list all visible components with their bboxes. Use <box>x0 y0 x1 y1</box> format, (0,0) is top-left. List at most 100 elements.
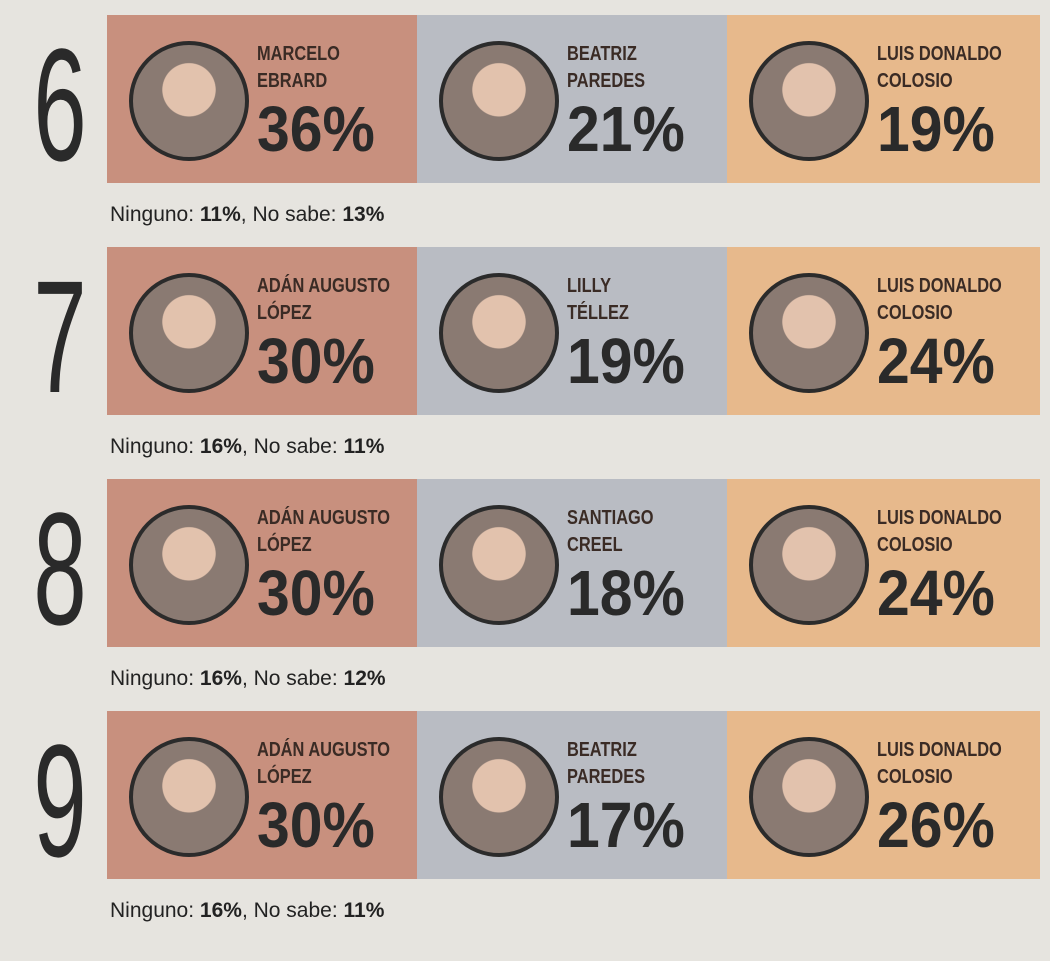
candidate-panel: LILLY TÉLLEZ 19% <box>417 247 727 415</box>
scenario-number: 8 <box>33 479 87 658</box>
name-line: SANTIAGO <box>567 507 654 529</box>
scenario: 8 ADÁN AUGUSTO LÓPEZ 30% SANTIAGO CREEL 18% LUI… <box>15 479 1040 711</box>
candidate-percent: 24% <box>877 325 995 397</box>
name-line: LUIS DONALDO <box>877 275 1002 297</box>
ninguno-label: Ninguno: <box>110 435 195 458</box>
name-line: LÓPEZ <box>257 766 312 788</box>
candidate-panel: ADÁN AUGUSTO LÓPEZ 30% <box>107 479 417 647</box>
nosabe-value: 11% <box>343 899 385 922</box>
ninguno-label: Ninguno: <box>110 203 195 226</box>
footnote: Ninguno: 16%, No sabe: 12% <box>110 667 386 691</box>
candidate-photo <box>749 737 869 857</box>
scenario-number: 6 <box>33 15 87 194</box>
name-line: COLOSIO <box>877 302 953 324</box>
footnote: Ninguno: 11%, No sabe: 13% <box>110 203 384 227</box>
candidate-panel: SANTIAGO CREEL 18% <box>417 479 727 647</box>
candidate-photo <box>439 273 559 393</box>
candidate-name: LILLY TÉLLEZ <box>567 273 629 327</box>
candidate-percent: 17% <box>567 789 685 861</box>
name-line: EBRARD <box>257 70 328 92</box>
candidate-name: ADÁN AUGUSTO LÓPEZ <box>257 737 390 791</box>
name-line: ADÁN AUGUSTO <box>257 739 391 761</box>
ninguno-value: 16% <box>199 899 242 922</box>
nosabe-value: 13% <box>342 203 385 226</box>
footnote: Ninguno: 16%, No sabe: 11% <box>110 435 384 459</box>
candidate-panel: LUIS DONALDO COLOSIO 24% <box>727 247 1040 415</box>
name-line: PAREDES <box>567 766 646 788</box>
nosabe-value: 12% <box>343 667 386 690</box>
ninguno-value: 16% <box>199 667 242 690</box>
candidate-name: BEATRIZ PAREDES <box>567 41 645 95</box>
candidate-name: ADÁN AUGUSTO LÓPEZ <box>257 273 390 327</box>
name-line: BEATRIZ <box>567 43 637 65</box>
candidate-percent: 30% <box>257 325 375 397</box>
ninguno-label: Ninguno: <box>110 667 195 690</box>
ninguno-value: 11% <box>199 203 241 226</box>
candidate-photo <box>439 505 559 625</box>
name-line: LÓPEZ <box>257 302 312 324</box>
candidate-name: LUIS DONALDO COLOSIO <box>877 505 1002 559</box>
candidate-percent: 18% <box>567 557 685 629</box>
name-line: ADÁN AUGUSTO <box>257 275 391 297</box>
candidate-photo <box>129 41 249 161</box>
ninguno-value: 16% <box>199 435 242 458</box>
candidate-panel: ADÁN AUGUSTO LÓPEZ 30% <box>107 711 417 879</box>
candidate-name: LUIS DONALDO COLOSIO <box>877 737 1002 791</box>
candidate-percent: 26% <box>877 789 995 861</box>
candidate-panel: MARCELO EBRARD 36% <box>107 15 417 183</box>
name-line: ADÁN AUGUSTO <box>257 507 391 529</box>
candidate-photo <box>129 505 249 625</box>
name-line: CREEL <box>567 534 623 556</box>
scenario-number: 9 <box>33 711 87 890</box>
candidate-percent: 30% <box>257 789 375 861</box>
nosabe-value: 11% <box>343 435 385 458</box>
candidate-name: LUIS DONALDO COLOSIO <box>877 273 1002 327</box>
scenario: 6 MARCELO EBRARD 36% BEATRIZ PAREDES 21% LUIS D… <box>15 15 1040 247</box>
candidate-photo <box>129 273 249 393</box>
nosabe-label: , No sabe: <box>241 899 338 922</box>
name-line: BEATRIZ <box>567 739 637 761</box>
candidate-name: MARCELO EBRARD <box>257 41 340 95</box>
candidate-panel: LUIS DONALDO COLOSIO 26% <box>727 711 1040 879</box>
name-line: COLOSIO <box>877 534 953 556</box>
name-line: LUIS DONALDO <box>877 507 1002 529</box>
nosabe-label: , No sabe: <box>241 435 338 458</box>
candidate-photo <box>129 737 249 857</box>
name-line: PAREDES <box>567 70 646 92</box>
candidate-panel: LUIS DONALDO COLOSIO 19% <box>727 15 1040 183</box>
name-line: LUIS DONALDO <box>877 739 1002 761</box>
name-line: COLOSIO <box>877 70 953 92</box>
candidate-percent: 19% <box>567 325 685 397</box>
candidate-photo <box>439 737 559 857</box>
candidate-photo <box>749 505 869 625</box>
candidate-photo <box>749 273 869 393</box>
scenario: 7 ADÁN AUGUSTO LÓPEZ 30% LILLY TÉLLEZ 19% LUIS … <box>15 247 1040 479</box>
candidate-name: SANTIAGO CREEL <box>567 505 654 559</box>
candidate-photo <box>749 41 869 161</box>
candidate-name: LUIS DONALDO COLOSIO <box>877 41 1002 95</box>
name-line: MARCELO <box>257 43 340 65</box>
scenario-number: 7 <box>33 247 87 426</box>
candidate-photo <box>439 41 559 161</box>
name-line: LUIS DONALDO <box>877 43 1002 65</box>
scenario: 9 ADÁN AUGUSTO LÓPEZ 30% BEATRIZ PAREDES 17% LU… <box>15 711 1040 943</box>
nosabe-label: , No sabe: <box>241 667 338 690</box>
name-line: COLOSIO <box>877 766 953 788</box>
candidate-panel: BEATRIZ PAREDES 17% <box>417 711 727 879</box>
footnote: Ninguno: 16%, No sabe: 11% <box>110 899 384 923</box>
ninguno-label: Ninguno: <box>110 899 195 922</box>
candidate-panel: ADÁN AUGUSTO LÓPEZ 30% <box>107 247 417 415</box>
candidate-percent: 24% <box>877 557 995 629</box>
name-line: LÓPEZ <box>257 534 312 556</box>
candidate-percent: 19% <box>877 93 995 165</box>
candidate-name: ADÁN AUGUSTO LÓPEZ <box>257 505 390 559</box>
candidate-name: BEATRIZ PAREDES <box>567 737 645 791</box>
candidate-panel: LUIS DONALDO COLOSIO 24% <box>727 479 1040 647</box>
candidate-percent: 30% <box>257 557 375 629</box>
candidate-percent: 21% <box>567 93 685 165</box>
candidate-panel: BEATRIZ PAREDES 21% <box>417 15 727 183</box>
candidate-percent: 36% <box>257 93 375 165</box>
nosabe-label: , No sabe: <box>240 203 337 226</box>
name-line: LILLY <box>567 275 612 297</box>
